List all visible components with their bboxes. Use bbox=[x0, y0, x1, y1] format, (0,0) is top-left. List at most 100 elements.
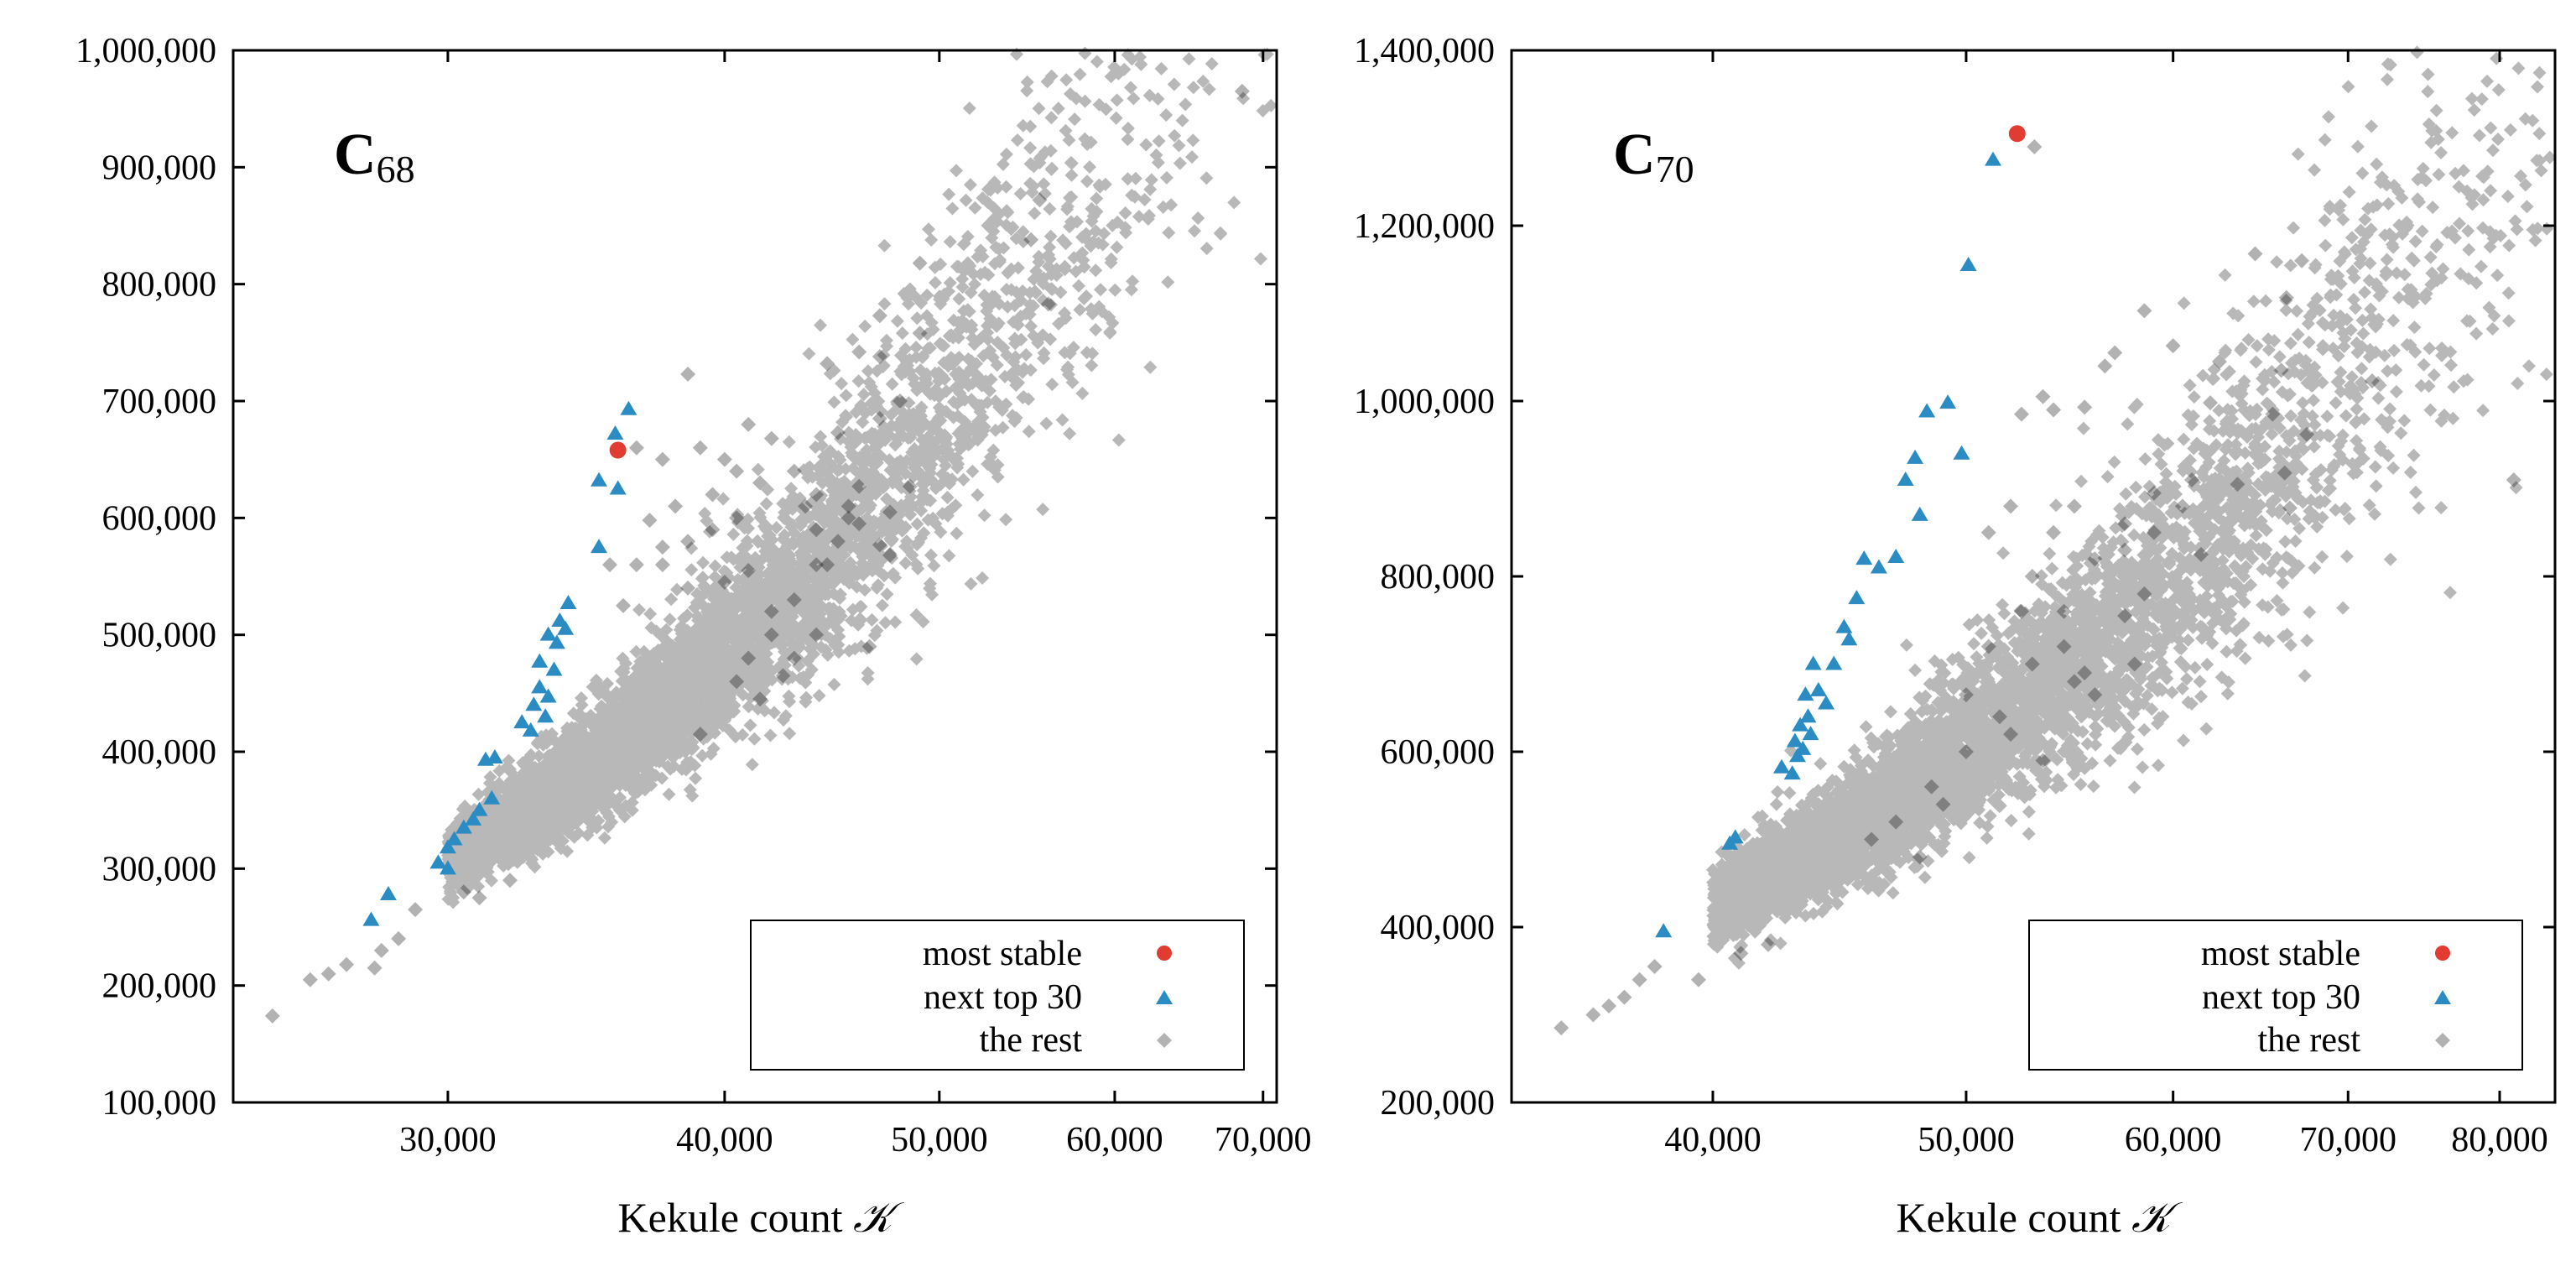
c70-legend-label-next-top-30: next top 30 bbox=[2202, 978, 2360, 1017]
c70-rest-point bbox=[2364, 373, 2380, 388]
c68-x-axis-label: Kekule count 𝒦 bbox=[618, 1193, 904, 1242]
c68-rest-point bbox=[851, 478, 867, 494]
c70-title-sub: 70 bbox=[1656, 148, 1694, 190]
c68-legend-label-most-stable: most stable bbox=[923, 935, 1082, 973]
c68-title: C68 bbox=[334, 122, 415, 190]
c68-rest-point bbox=[502, 873, 518, 888]
c68-rest-point bbox=[752, 691, 768, 707]
c70-rest-point bbox=[2146, 524, 2162, 540]
c70-x-tick-label: 40,000 bbox=[1664, 1121, 1762, 1159]
c70-rest-point bbox=[2126, 656, 2142, 672]
c68-rest-point bbox=[654, 557, 670, 573]
c70-legend-label-most-stable: most stable bbox=[2201, 935, 2360, 973]
c68-top30-point bbox=[483, 789, 501, 805]
c68-most-stable-point bbox=[609, 441, 627, 459]
c70-top30-point bbox=[1655, 923, 1673, 938]
c68-top30-point bbox=[620, 400, 637, 415]
c68-rest-cloud bbox=[441, 46, 1278, 909]
c68-rest-point bbox=[786, 463, 802, 479]
c68-top30-point bbox=[379, 885, 397, 900]
c68-top30-point bbox=[362, 911, 380, 926]
c70-rest-point bbox=[1923, 779, 1939, 795]
c70-rest-point bbox=[1864, 831, 1880, 847]
c68-top30-point bbox=[429, 854, 447, 869]
c68-top30-point bbox=[591, 539, 608, 554]
c70-rest-point bbox=[2097, 358, 2113, 374]
c70-y-tick-label: 600,000 bbox=[1381, 733, 1496, 772]
c68-top30-point bbox=[525, 696, 543, 711]
c68-y-tick-label: 300,000 bbox=[102, 850, 217, 888]
c70-rest-point bbox=[2146, 485, 2162, 501]
c68-x-axis-label-text: Kekule count bbox=[618, 1194, 843, 1241]
c70-rest-point bbox=[2277, 465, 2292, 481]
c68-y-tick-label: 800,000 bbox=[102, 266, 217, 305]
c70-x-tick-label: 70,000 bbox=[2300, 1121, 2397, 1159]
c68-rest-point bbox=[892, 393, 908, 409]
c68-rest-point bbox=[912, 326, 928, 341]
c68-legend-marker-the-rest bbox=[1157, 1033, 1172, 1048]
c68-rest-point bbox=[339, 956, 355, 972]
c70-y-tick-label: 1,400,000 bbox=[1354, 32, 1495, 70]
c70-rest-point bbox=[2136, 303, 2152, 319]
c70-rest-point bbox=[2174, 498, 2190, 514]
c68-rest-point bbox=[264, 1008, 280, 1024]
c70-rest-point bbox=[1935, 796, 1951, 812]
c70-rest-point bbox=[2035, 388, 2051, 404]
c68-top30-point bbox=[559, 595, 577, 610]
c70-top30-point bbox=[1939, 394, 1957, 409]
c70-legend-marker-the-rest bbox=[2435, 1033, 2450, 1048]
c68-rest-point bbox=[820, 557, 835, 573]
c68-rest-point bbox=[763, 430, 779, 446]
c70-rest-point bbox=[2117, 516, 2133, 532]
c68-rest-point bbox=[642, 513, 658, 529]
c68-rest-point bbox=[302, 972, 318, 987]
c70-rest-point bbox=[1958, 744, 1974, 759]
c70-rest-point bbox=[1616, 989, 1632, 1005]
c70-top30-point bbox=[1809, 681, 1827, 696]
c68-top30-point bbox=[557, 620, 575, 635]
c68-rest-point bbox=[775, 668, 791, 684]
c70-top30-point bbox=[1802, 726, 1819, 741]
c70-rest-point bbox=[1980, 524, 1996, 540]
c70-top30-point bbox=[1792, 716, 1809, 732]
c68-rest-point bbox=[705, 522, 721, 538]
c68-plot-frame bbox=[232, 49, 1278, 1104]
c68-legend-marker-most-stable bbox=[1157, 946, 1172, 961]
c68-rest-point bbox=[616, 597, 632, 613]
c70-rest-point bbox=[1601, 998, 1617, 1014]
c68-rest-point bbox=[741, 563, 757, 579]
c70-legend-label-the-rest: the rest bbox=[2258, 1021, 2361, 1060]
c68-rest-point bbox=[786, 591, 802, 607]
c70-rest-point bbox=[2087, 687, 2103, 703]
c70-top30-point bbox=[1797, 686, 1814, 701]
c68-x-axis-symbol: 𝒦 bbox=[853, 1193, 904, 1242]
c70-rest-point bbox=[1888, 814, 1904, 830]
c70-rest-point bbox=[2035, 753, 2051, 769]
c68-rest-point bbox=[872, 349, 887, 365]
c70-rest-point bbox=[1690, 972, 1706, 987]
c68-top30-point bbox=[445, 831, 463, 846]
c68-rest-point bbox=[861, 638, 877, 654]
c68-rest-point bbox=[628, 440, 644, 456]
c68-rest-point bbox=[809, 487, 825, 503]
chart-c70: 200,000 400,000 600,000 800,000 1,000,000 1,2… bbox=[1354, 32, 2557, 1242]
c68-top30-point bbox=[545, 661, 563, 676]
c70-top30-point bbox=[1953, 445, 1970, 460]
c70-rest-point bbox=[2273, 362, 2289, 378]
c70-top30-point bbox=[1788, 748, 1806, 763]
c70-top30-point bbox=[1799, 708, 1817, 723]
c68-rest-point bbox=[809, 522, 825, 538]
c68-rest-point bbox=[741, 416, 757, 432]
c70-rest-point bbox=[1733, 946, 1749, 961]
c68-top30-point bbox=[537, 708, 554, 723]
c70-rest-point bbox=[1912, 849, 1928, 865]
c68-rest-point bbox=[786, 650, 802, 666]
c70-top30-point bbox=[1870, 559, 1887, 574]
c70-rest-point bbox=[2282, 500, 2298, 516]
c70-rest-point bbox=[2506, 472, 2521, 488]
c68-rest-point bbox=[680, 366, 696, 382]
c70-x-tick-label: 60,000 bbox=[2125, 1121, 2222, 1159]
c68-rest-point bbox=[851, 344, 867, 360]
c68-rest-point bbox=[912, 255, 928, 271]
c68-y-tick-label: 500,000 bbox=[102, 617, 217, 655]
